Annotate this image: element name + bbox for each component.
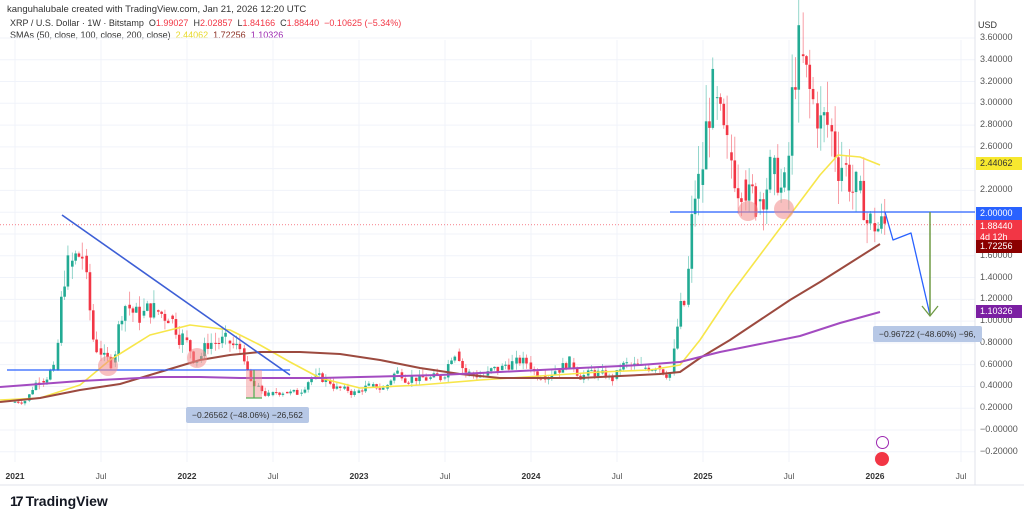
countdown-text: 4d 12h — [980, 232, 1008, 242]
price-tick: 1.20000 — [980, 293, 1013, 304]
high-label: H — [193, 18, 200, 28]
sma50-value: 2.44062 — [175, 30, 209, 40]
time-tick: Jul — [783, 471, 795, 481]
sma200-price-tag: 1.10326 — [976, 305, 1022, 318]
low-value: 1.84166 — [242, 18, 276, 28]
time-tick: 2021 — [5, 471, 25, 481]
sma50-tag-text: 2.44062 — [980, 158, 1013, 168]
sma-row: SMAs (50, close, 100, close, 200, close)… — [10, 29, 401, 41]
ohlc-row: XRP / U.S. Dollar · 1W · Bitstamp O1.990… — [10, 17, 401, 29]
close-price-tag: 1.88440 4d 12h — [976, 220, 1022, 242]
dividend-event-icon[interactable] — [876, 436, 889, 449]
price-tick: 0.20000 — [980, 402, 1013, 413]
time-tick: Jul — [95, 471, 107, 481]
brand-name: TradingView — [25, 493, 108, 509]
price-tick: 3.20000 — [980, 75, 1013, 86]
sma50-price-tag: 2.44062 — [976, 157, 1022, 170]
sma100-price-tag: 1.72256 — [976, 240, 1022, 253]
close-tag-text: 1.88440 — [980, 221, 1013, 231]
time-tick: 2023 — [349, 471, 369, 481]
sma-label[interactable]: SMAs (50, close, 100, close, 200, close) — [10, 30, 171, 40]
measure-label-2026[interactable]: −0.96722 (−48.60%) −96, — [873, 326, 982, 342]
level-tag-text: 2.00000 — [980, 208, 1013, 218]
price-tick: 1.40000 — [980, 271, 1013, 282]
time-tick: 2025 — [693, 471, 713, 481]
open-value: 1.99027 — [155, 18, 189, 28]
high-value: 2.02857 — [199, 18, 233, 28]
price-tick: 0.40000 — [980, 380, 1013, 391]
us-flag-event-icon[interactable] — [875, 452, 889, 466]
price-tick: 0.80000 — [980, 336, 1013, 347]
sma200-value: 1.10326 — [250, 30, 284, 40]
price-tick: 3.60000 — [980, 31, 1013, 42]
change-value: −0.10625 (−5.34%) — [324, 18, 402, 28]
price-tick: 1.00000 — [980, 315, 1013, 326]
time-tick: Jul — [955, 471, 967, 481]
time-tick: 2024 — [521, 471, 541, 481]
time-tick: 2022 — [177, 471, 197, 481]
time-tick: Jul — [439, 471, 451, 481]
close-value: 1.88440 — [286, 18, 320, 28]
close-label: C — [280, 18, 287, 28]
price-tick: −0.20000 — [980, 445, 1018, 456]
time-tick: Jul — [267, 471, 279, 481]
sma200-tag-text: 1.10326 — [980, 306, 1013, 316]
sma100-tag-text: 1.72256 — [980, 241, 1013, 251]
chart-legend: XRP / U.S. Dollar · 1W · Bitstamp O1.990… — [10, 17, 401, 41]
price-tick: 2.60000 — [980, 140, 1013, 151]
tradingview-logo-icon: 17 — [10, 493, 24, 509]
price-tick: 2.20000 — [980, 184, 1013, 195]
measure-label-2022[interactable]: −0.26562 (−48.06%) −26,562 — [186, 407, 309, 423]
level-price-tag: 2.00000 — [976, 207, 1022, 220]
chart-credit: kanguhalubale created with TradingView.c… — [7, 4, 307, 15]
tradingview-brand[interactable]: 17 TradingView — [10, 493, 108, 509]
open-label: O — [148, 18, 156, 28]
price-tick: 1.60000 — [980, 249, 1013, 260]
price-tick: −0.00000 — [980, 424, 1018, 434]
time-tick: Jul — [611, 471, 623, 481]
sma100-value: 1.72256 — [213, 30, 246, 40]
time-tick: 2026 — [865, 471, 885, 481]
price-tick: 3.40000 — [980, 53, 1013, 64]
price-tick: 2.80000 — [980, 119, 1013, 130]
symbol-label[interactable]: XRP / U.S. Dollar · 1W · Bitstamp — [10, 18, 144, 28]
low-label: L — [237, 18, 243, 28]
price-tick: 0.60000 — [980, 358, 1013, 369]
price-tick: 3.00000 — [980, 97, 1013, 108]
currency-label: USD — [978, 20, 998, 30]
